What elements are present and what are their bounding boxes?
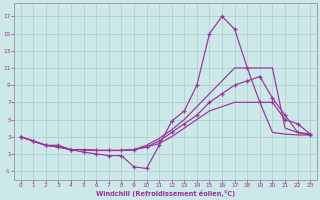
X-axis label: Windchill (Refroidissement éolien,°C): Windchill (Refroidissement éolien,°C) [96, 190, 235, 197]
